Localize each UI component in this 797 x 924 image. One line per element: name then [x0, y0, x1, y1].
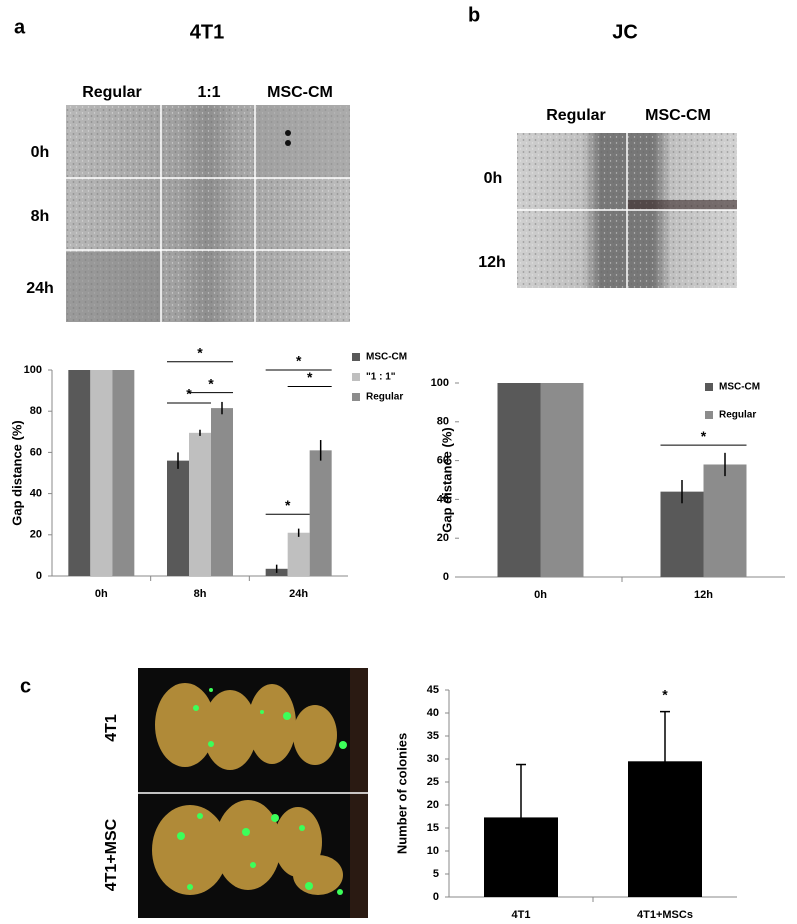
y-tick-label: 0	[443, 571, 449, 583]
y-axis-label: Gap distance (%)	[9, 420, 24, 525]
column-label: 1:1	[197, 84, 220, 101]
legend-label: MSC-CM	[366, 352, 407, 363]
legend-swatch	[352, 373, 360, 381]
column-label: MSC-CM	[645, 107, 711, 124]
significance-label: *	[662, 687, 668, 703]
row-label: 24h	[26, 280, 54, 297]
significance-label: *	[186, 386, 192, 402]
y-axis-label: Gap distance (%)	[439, 427, 454, 532]
bar	[309, 450, 332, 576]
x-tick-label: 4T1	[512, 909, 531, 921]
row-label: 8h	[31, 208, 50, 225]
bar	[703, 464, 747, 577]
y-tick-label: 15	[427, 822, 439, 834]
panel-label: a	[14, 16, 26, 38]
bar	[540, 383, 584, 577]
panel-title: JC	[612, 21, 638, 43]
bar	[660, 491, 704, 577]
panel-label: c	[20, 675, 31, 697]
significance-label: *	[285, 497, 291, 513]
bar	[167, 460, 189, 576]
y-tick-label: 40	[437, 493, 449, 505]
legend-swatch	[352, 353, 360, 361]
legend-label: Regular	[366, 392, 403, 403]
significance-label: *	[701, 428, 707, 444]
y-tick-label: 45	[427, 684, 439, 696]
y-tick-label: 25	[427, 776, 439, 788]
legend-swatch	[352, 393, 360, 401]
column-label: MSC-CM	[267, 84, 333, 101]
x-tick-label: 4T1+MSCs	[637, 909, 693, 921]
x-tick-label: 0h	[95, 588, 108, 600]
panel-label: b	[468, 4, 480, 26]
y-tick-label: 30	[427, 753, 439, 765]
y-tick-label: 40	[30, 488, 42, 500]
micrograph-grid	[66, 105, 350, 322]
significance-label: *	[296, 353, 302, 369]
column-label: Regular	[546, 107, 606, 124]
y-tick-label: 80	[437, 416, 449, 428]
y-tick-label: 10	[427, 845, 439, 857]
row-label: 4T1+MSC	[103, 818, 120, 891]
bar	[112, 370, 135, 576]
bar	[287, 532, 310, 576]
x-tick-label: 0h	[534, 589, 547, 601]
y-tick-label: 20	[427, 799, 439, 811]
y-axis-label: Number of colonies	[394, 733, 409, 854]
bar	[90, 370, 113, 576]
legend-label: MSC-CM	[719, 382, 760, 393]
y-tick-label: 60	[437, 455, 449, 467]
y-tick-label: 35	[427, 730, 439, 742]
y-tick-label: 0	[433, 891, 439, 903]
y-tick-label: 100	[24, 364, 42, 376]
y-tick-label: 60	[30, 446, 42, 458]
x-tick-label: 8h	[194, 588, 207, 600]
y-tick-label: 20	[437, 532, 449, 544]
bar	[68, 370, 91, 576]
bar	[189, 432, 211, 576]
legend-swatch	[705, 383, 713, 391]
bar	[211, 408, 233, 576]
bar	[497, 383, 541, 577]
lung-images	[138, 668, 368, 918]
panel-title: 4T1	[190, 21, 224, 43]
column-label: Regular	[82, 84, 142, 101]
significance-label: *	[197, 344, 203, 360]
significance-label: *	[307, 369, 313, 385]
legend-label: Regular	[719, 410, 756, 421]
y-tick-label: 0	[36, 570, 42, 582]
y-tick-label: 100	[431, 377, 449, 389]
row-label: 12h	[478, 254, 506, 271]
y-tick-label: 20	[30, 529, 42, 541]
row-label: 4T1	[103, 714, 120, 742]
x-tick-label: 12h	[694, 589, 713, 601]
y-tick-label: 40	[427, 707, 439, 719]
legend-swatch	[705, 411, 713, 419]
legend-label: "1 : 1"	[366, 372, 396, 383]
row-label: 0h	[31, 144, 50, 161]
y-tick-label: 80	[30, 405, 42, 417]
significance-label: *	[208, 375, 214, 391]
x-tick-label: 24h	[289, 588, 308, 600]
micrograph-grid	[517, 133, 737, 288]
y-tick-label: 5	[433, 868, 439, 880]
row-label: 0h	[484, 170, 503, 187]
